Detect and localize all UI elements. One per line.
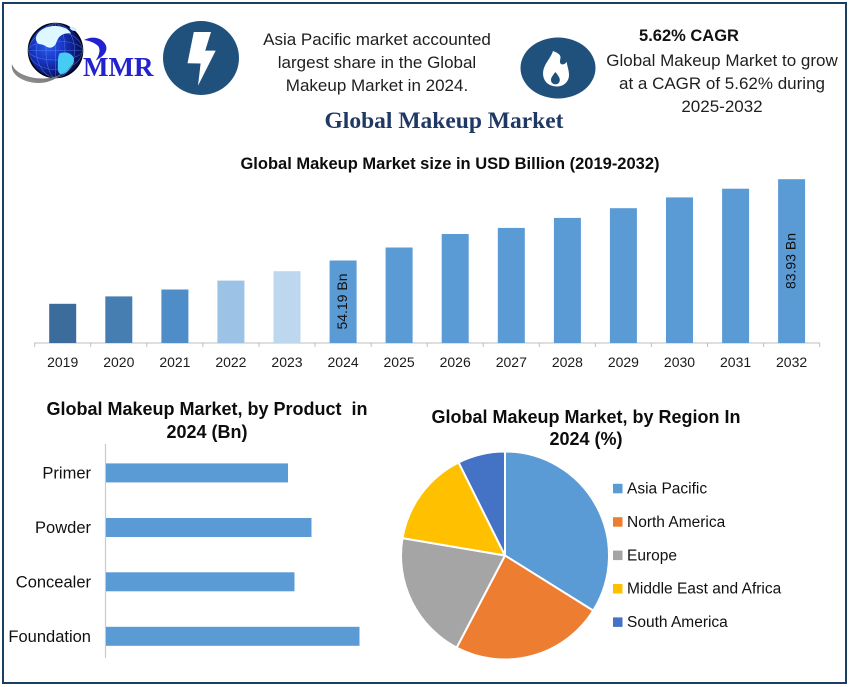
svg-text:2023: 2023 [271, 354, 302, 370]
svg-text:2024: 2024 [328, 354, 359, 370]
svg-text:Concealer: Concealer [16, 574, 92, 592]
svg-text:2031: 2031 [720, 354, 751, 370]
svg-text:2021: 2021 [159, 354, 190, 370]
svg-text:Powder: Powder [35, 519, 91, 537]
svg-text:2020: 2020 [103, 354, 134, 370]
svg-text:2029: 2029 [608, 354, 639, 370]
svg-text:54.19 Bn: 54.19 Bn [334, 273, 350, 329]
svg-text:2022: 2022 [215, 354, 246, 370]
svg-text:MMR: MMR [83, 52, 154, 82]
svg-text:2030: 2030 [664, 354, 695, 370]
svg-text:Europe: Europe [627, 547, 677, 564]
svg-text:Middle East and Africa: Middle East and Africa [627, 581, 782, 598]
svg-text:Asia Pacific: Asia Pacific [627, 481, 707, 498]
svg-text:2025: 2025 [384, 354, 415, 370]
svg-text:2032: 2032 [776, 354, 807, 370]
svg-text:South America: South America [627, 614, 728, 631]
svg-text:2026: 2026 [440, 354, 471, 370]
svg-text:83.93 Bn: 83.93 Bn [782, 233, 798, 289]
svg-text:Primer: Primer [42, 465, 91, 483]
svg-text:2028: 2028 [552, 354, 583, 370]
svg-text:Foundation: Foundation [8, 628, 91, 646]
svg-text:2019: 2019 [47, 354, 78, 370]
svg-text:2027: 2027 [496, 354, 527, 370]
svg-text:North America: North America [627, 514, 726, 531]
